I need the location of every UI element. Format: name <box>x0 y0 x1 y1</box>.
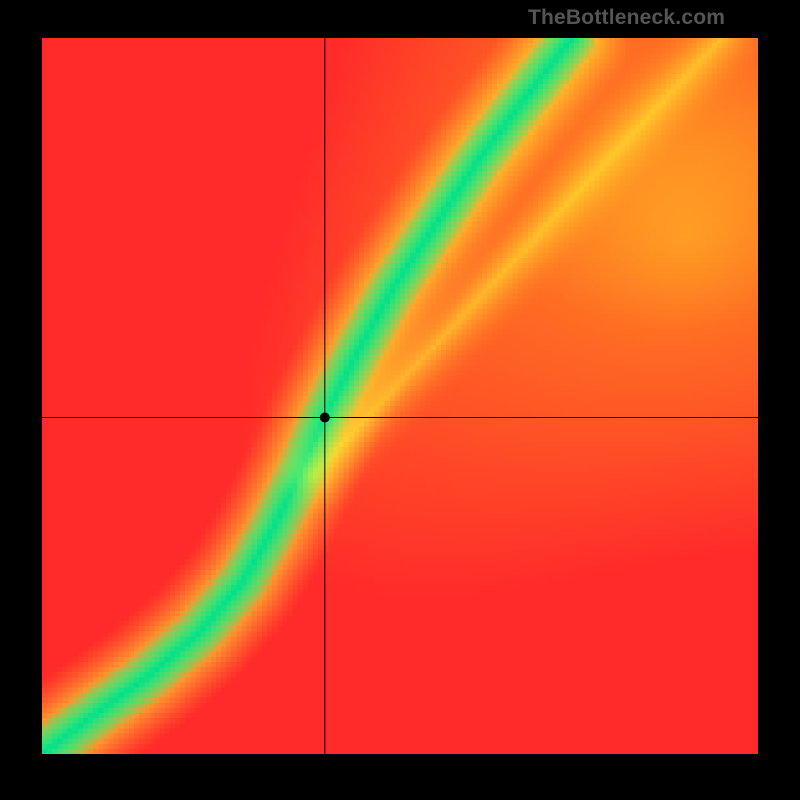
chart-container: TheBottleneck.com <box>0 0 800 800</box>
watermark-text: TheBottleneck.com <box>528 6 725 30</box>
bottleneck-heatmap <box>42 38 758 754</box>
